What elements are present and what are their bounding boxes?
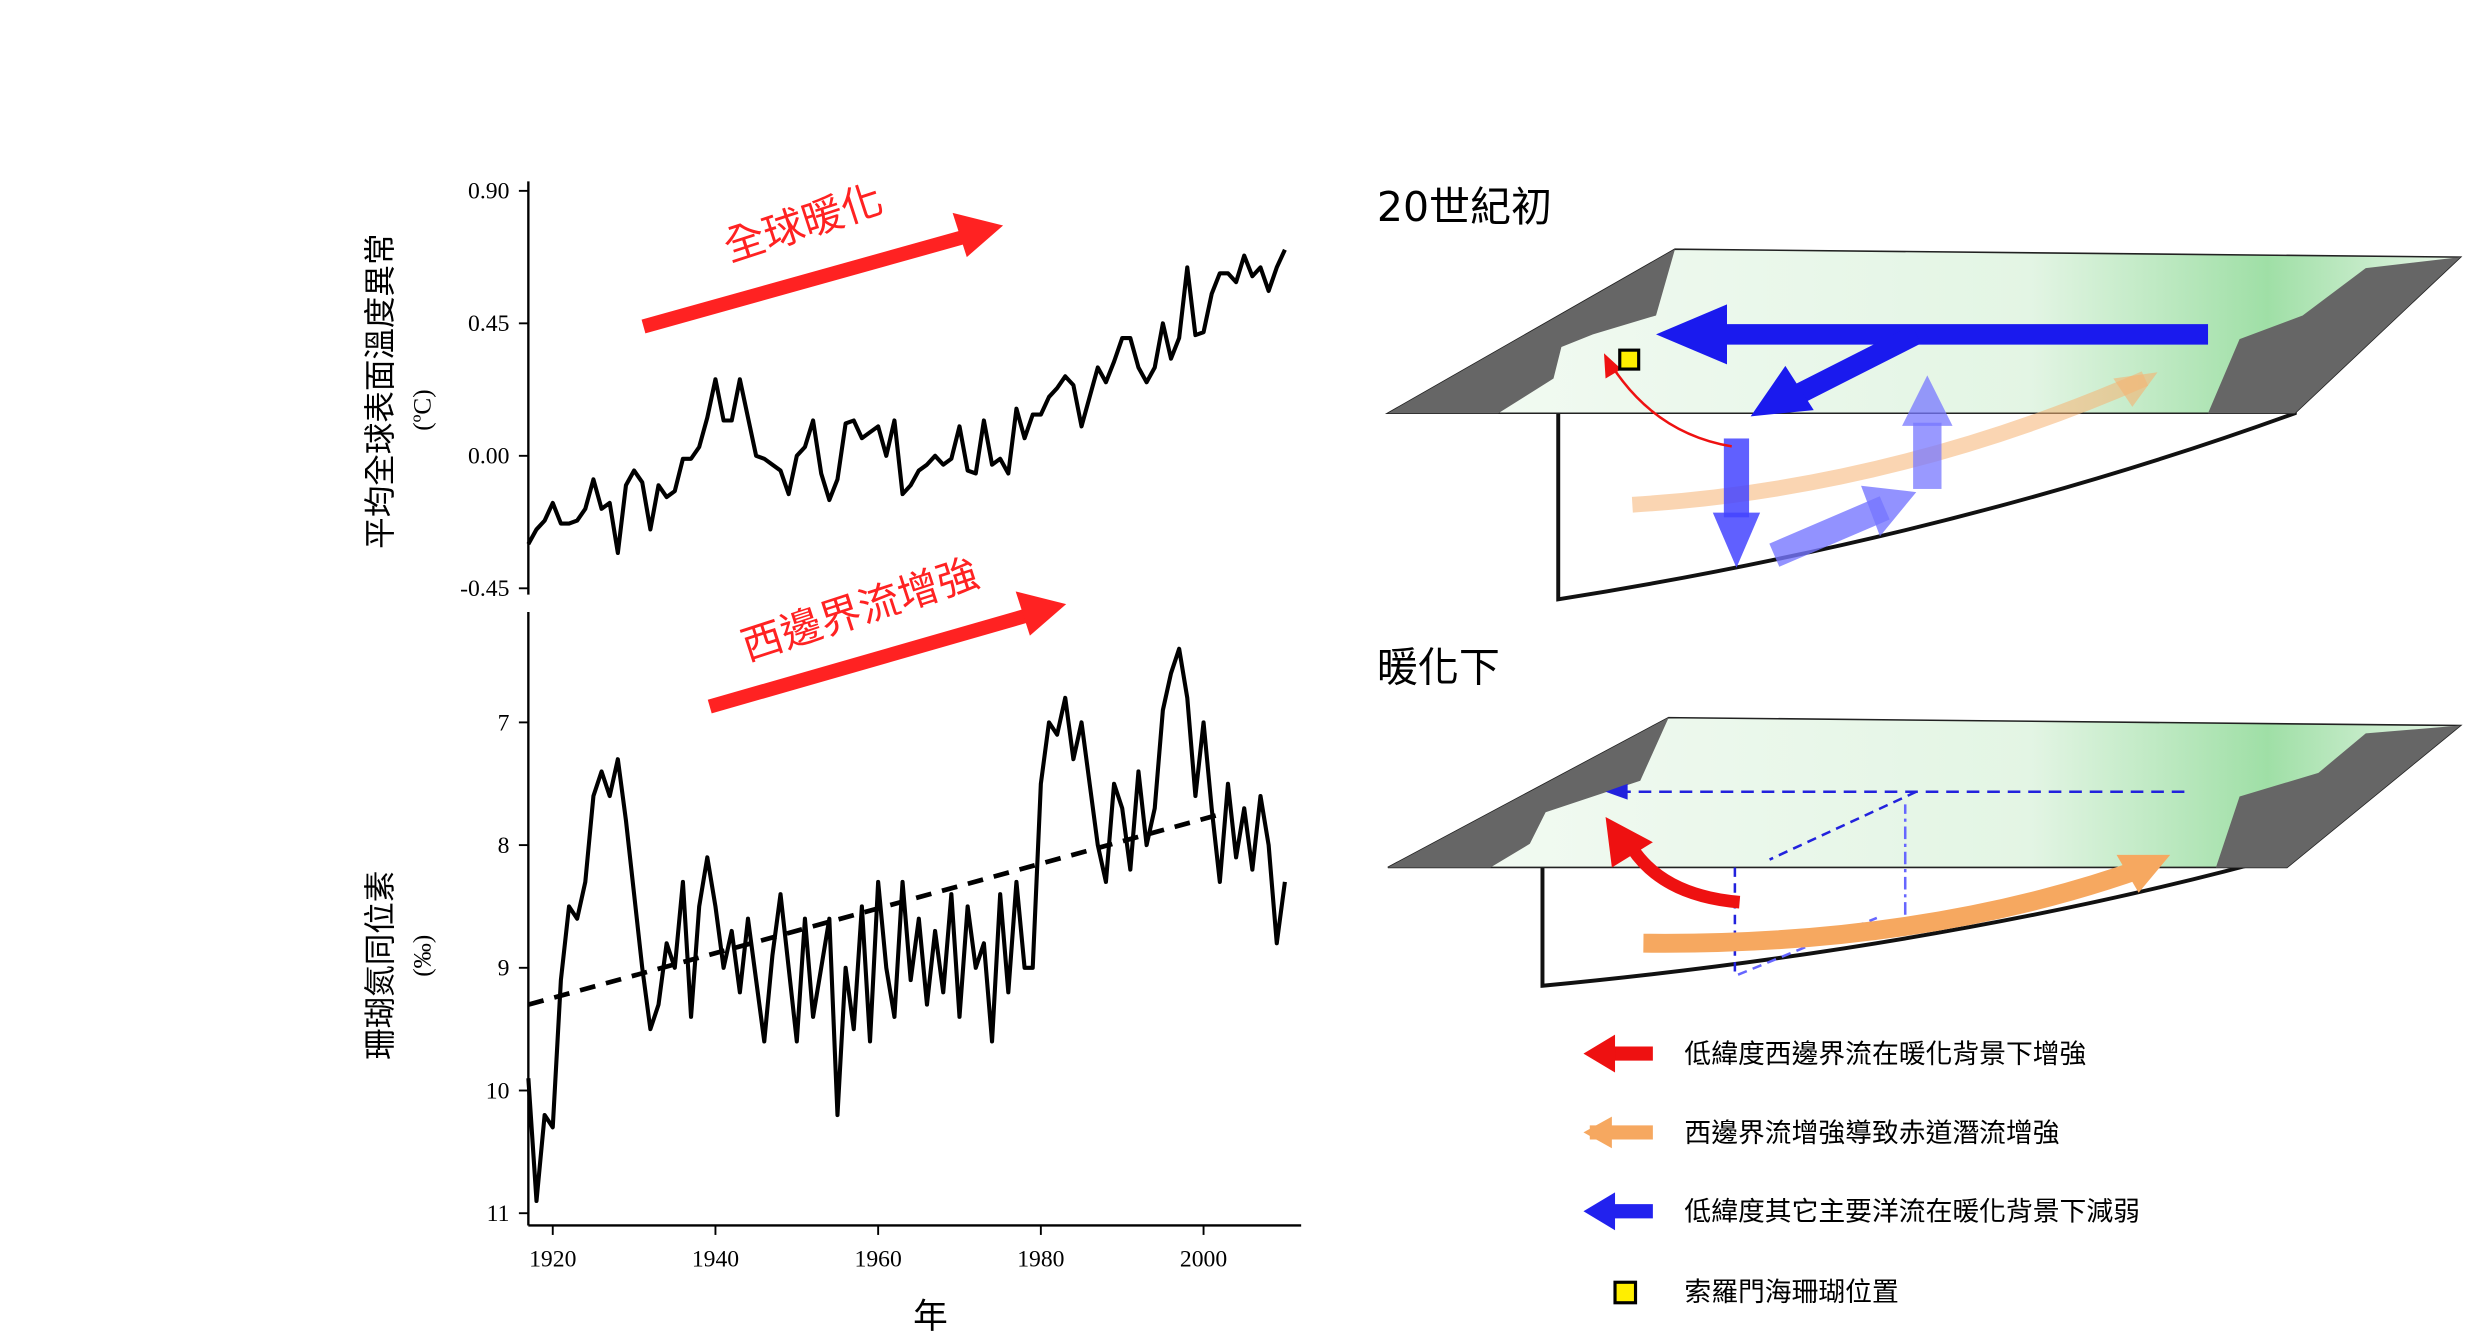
y-axis-label: 珊瑚氮同位素 bbox=[363, 871, 399, 1060]
return-arrow bbox=[1737, 916, 1878, 976]
coral-site bbox=[1618, 348, 1641, 371]
wbc-arrow-head bbox=[1605, 816, 1653, 868]
legend-swatch bbox=[1583, 1034, 1616, 1073]
euc-arrow-head bbox=[2113, 372, 2158, 407]
ocean-box bbox=[1540, 788, 2289, 988]
diagram-top: 20世紀初 bbox=[1377, 183, 2463, 602]
downwelling-arrow bbox=[1723, 438, 1750, 518]
wbc-arrow bbox=[1627, 844, 1741, 909]
x-tick-label: 1980 bbox=[1017, 1246, 1064, 1272]
nec-arrow-head bbox=[1605, 783, 1628, 800]
warming-arrow bbox=[641, 229, 968, 334]
x-tick-label: 2000 bbox=[1180, 1246, 1227, 1272]
y-tick-label: 7 bbox=[498, 710, 510, 736]
euc-arrow bbox=[1631, 371, 2149, 513]
return-arrow-head bbox=[1861, 485, 1917, 537]
panel-title: 暖化下 bbox=[1377, 643, 1500, 691]
x-tick-label: 1940 bbox=[692, 1246, 739, 1272]
legend-label: 西邊界流增強導致赤道潛流增強 bbox=[1684, 1118, 2059, 1149]
y-tick-label: -0.45 bbox=[460, 576, 509, 602]
downwelling-arrow-head bbox=[1712, 512, 1761, 568]
y-axis-label: 平均全球表面溫度異常 bbox=[363, 233, 399, 548]
y-tick-label: 0.00 bbox=[468, 444, 509, 470]
y-tick-label: 0.90 bbox=[468, 179, 509, 205]
wbc-arrow bbox=[707, 608, 1031, 714]
legend-swatch bbox=[1583, 1116, 1612, 1149]
land bbox=[1387, 717, 1669, 868]
legend-label: 索羅門海珊瑚位置 bbox=[1684, 1277, 1898, 1308]
y-axis-unit: (ºC) bbox=[410, 389, 437, 430]
y-tick-label: 8 bbox=[498, 833, 510, 859]
annotation: 全球暖化 bbox=[718, 175, 889, 271]
wbc-arrow bbox=[1610, 365, 1732, 448]
legend: 低緯度西邊界流在暖化背景下增強 西邊界流增強導致赤道潛流增強 低緯度其它主要洋流… bbox=[1583, 1034, 2140, 1308]
diagram-bottom: 暖化下 bbox=[1377, 643, 2463, 988]
return-arrow bbox=[1769, 496, 1890, 567]
y-tick-label: 0.45 bbox=[468, 311, 509, 337]
warming-arrow-head bbox=[952, 212, 1004, 258]
branch-arrow-head bbox=[1750, 365, 1814, 417]
legend-label: 低緯度其它主要洋流在暖化背景下減弱 bbox=[1684, 1197, 2140, 1228]
ocean-box bbox=[1556, 334, 2297, 602]
y-axis-unit: (‰) bbox=[410, 935, 437, 977]
panel-title: 20世紀初 bbox=[1377, 183, 1552, 231]
branch-arrow bbox=[1793, 325, 1921, 404]
upwelling-arrow bbox=[1913, 422, 1942, 489]
data-line bbox=[526, 646, 1287, 1203]
wbc-arrow-head bbox=[1603, 353, 1622, 379]
branch-arrow bbox=[1769, 790, 1917, 861]
nec-arrow-head bbox=[1656, 304, 1727, 365]
legend-swatch bbox=[1583, 1192, 1616, 1231]
legend-label: 低緯度西邊界流在暖化背景下增強 bbox=[1684, 1039, 2086, 1070]
land bbox=[2208, 257, 2461, 414]
data-line bbox=[526, 248, 1287, 556]
x-axis-label: 年 bbox=[913, 1297, 948, 1337]
upwelling-arrow-head bbox=[1902, 375, 1953, 426]
legend-swatch bbox=[1613, 1280, 1638, 1305]
x-tick-label: 1960 bbox=[855, 1246, 902, 1272]
y-tick-label: 9 bbox=[498, 956, 510, 982]
trend-line bbox=[527, 812, 1221, 1007]
y-tick-label: 11 bbox=[487, 1201, 510, 1227]
y-tick-label: 10 bbox=[486, 1078, 510, 1104]
land bbox=[2215, 725, 2461, 868]
x-tick-label: 1920 bbox=[529, 1246, 576, 1272]
euc-arrow-head bbox=[2116, 854, 2171, 893]
wbc-arrow-head bbox=[1015, 591, 1067, 636]
annotation: 西邊界流增強 bbox=[736, 549, 985, 671]
euc-arrow bbox=[1643, 858, 2149, 953]
